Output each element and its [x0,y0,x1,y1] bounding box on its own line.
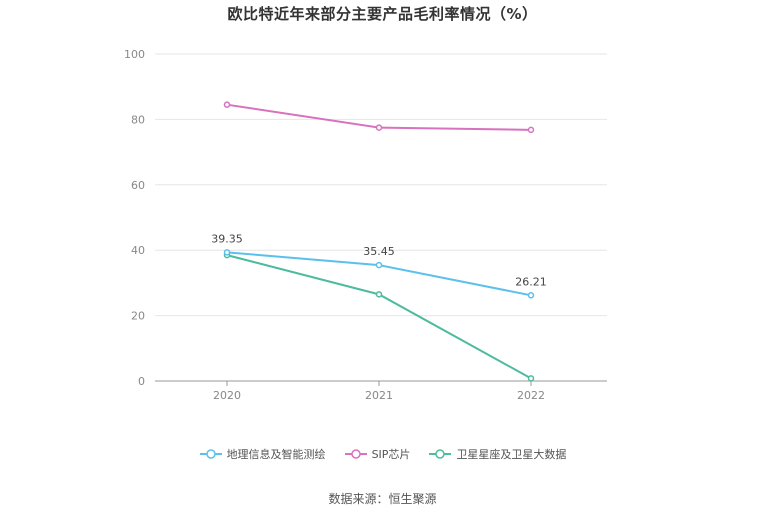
legend: 地理信息及智能测绘 SIP芯片 卫星星座及卫星大数据 [0,446,765,462]
legend-label: 地理信息及智能测绘 [226,448,326,461]
grid-layer [155,53,607,317]
legend-item[interactable]: 地理信息及智能测绘 [199,446,326,462]
legend-swatch-marker [205,449,216,459]
source-note: 数据来源：恒生聚源 [328,492,437,506]
series-layer [223,101,535,382]
legend-label: 卫星星座及卫星大数据 [456,448,567,461]
y-tick-label: 80 [131,113,145,126]
y-tick-label: 60 [131,179,145,192]
series-line [226,251,532,297]
legend-swatch [199,449,222,459]
x-tick-label: 2020 [213,389,241,402]
legend-swatch [344,449,367,459]
y-tick-label: 40 [131,244,145,257]
data-point [527,375,535,382]
data-label: 39.35 [211,232,243,245]
y-tick-label: 20 [131,310,145,323]
data-point [375,291,383,298]
axis-layer: 0 20 40 60 80 100 2020 2021 2022 [124,48,607,402]
x-tick-label: 2021 [365,389,393,402]
legend-item[interactable]: SIP芯片 [344,446,411,462]
data-point [223,249,231,256]
data-point [527,292,535,299]
data-point [375,261,383,269]
data-label-layer: 39.35 35.45 26.21 [211,232,547,288]
chart-title: 欧比特近年来部分主要产品毛利率情况（%） [227,5,538,23]
data-label: 35.45 [363,245,395,258]
legend-item[interactable]: 卫星星座及卫星大数据 [428,446,566,462]
legend-label: SIP芯片 [371,448,411,461]
legend-swatch [429,449,452,459]
legend-swatch-marker [350,449,361,459]
data-point [223,101,231,108]
y-tick-label: 0 [138,375,145,388]
data-label: 26.21 [515,275,547,288]
series-line [226,254,532,380]
legend-swatch-marker [435,449,446,459]
data-point [527,126,535,134]
x-tick-label: 2022 [517,389,545,402]
y-tick-label: 100 [124,48,145,61]
data-point [375,124,383,131]
